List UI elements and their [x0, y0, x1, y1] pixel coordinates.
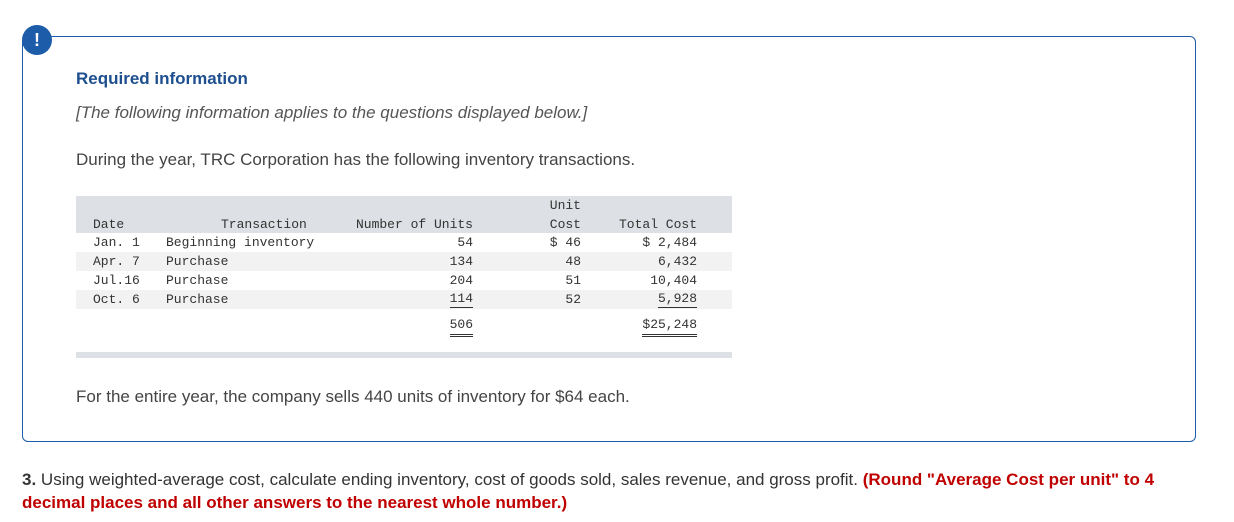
row-total-cost: 6,432	[657, 254, 697, 269]
totals-row: 506 $25,248	[76, 312, 732, 342]
header-transaction: Transaction	[221, 217, 307, 232]
header-unit-cost-line2: Cost	[549, 217, 581, 232]
row-transaction: Beginning inventory	[166, 235, 315, 250]
table-row: Apr. 7 Purchase 134 48 6,432	[76, 252, 732, 271]
row-transaction: Purchase	[166, 292, 229, 307]
row-units: 114	[449, 291, 473, 308]
required-info-box	[22, 36, 1196, 442]
row-unit-cost: 52	[565, 292, 581, 307]
question-number: 3.	[22, 470, 37, 489]
row-total-cost: 5,928	[657, 291, 697, 308]
intro-italic-note: [The following information applies to th…	[76, 103, 588, 122]
header-date: Date	[93, 217, 125, 232]
header-number-of-units: Number of Units	[355, 217, 473, 232]
row-date: Jul.16	[93, 273, 140, 288]
header-unit-cost-line1: Unit	[549, 198, 581, 213]
sales-info-text: For the entire year, the company sells 4…	[76, 387, 630, 406]
row-date: Oct. 6	[93, 292, 140, 307]
table-row: Jan. 1 Beginning inventory 54 $ 46 $ 2,4…	[76, 233, 732, 252]
row-units: 134	[449, 254, 473, 269]
row-date: Jan. 1	[93, 235, 140, 250]
row-units: 54	[457, 235, 473, 250]
row-unit-cost: 51	[565, 273, 581, 288]
row-unit-cost: $ 46	[549, 235, 581, 250]
inventory-table: Date Transaction Number of Units Unit Co…	[76, 196, 732, 358]
header-total-cost: Total Cost	[618, 217, 697, 232]
table-header: Date Transaction Number of Units Unit Co…	[76, 196, 732, 233]
row-date: Apr. 7	[93, 254, 140, 269]
question-3: 3. Using weighted-average cost, calculat…	[22, 468, 1212, 514]
table-bottom-divider	[76, 352, 732, 358]
row-units: 204	[449, 273, 473, 288]
row-total-cost: $ 2,484	[642, 235, 697, 250]
row-total-cost: 10,404	[650, 273, 697, 288]
row-unit-cost: 48	[565, 254, 581, 269]
total-cost-sum: $25,248	[642, 316, 697, 337]
alert-icon: !	[22, 25, 52, 55]
row-transaction: Purchase	[166, 254, 229, 269]
table-row: Jul.16 Purchase 204 51 10,404	[76, 271, 732, 290]
intro-text: During the year, TRC Corporation has the…	[76, 150, 636, 169]
question-text: Using weighted-average cost, calculate e…	[36, 470, 863, 489]
total-units: 506	[449, 316, 473, 337]
required-info-title: Required information	[76, 69, 248, 88]
row-transaction: Purchase	[166, 273, 229, 288]
table-row: Oct. 6 Purchase 114 52 5,928	[76, 290, 732, 309]
rounding-note: (Round "Average Cost per unit" to 4 deci…	[22, 470, 1155, 512]
